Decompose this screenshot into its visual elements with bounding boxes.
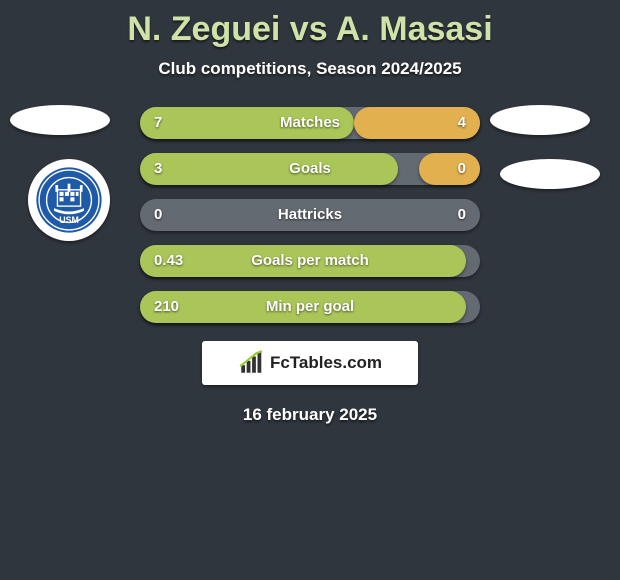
metric-label: Matches (140, 107, 480, 139)
stat-row: 30Goals (140, 153, 480, 185)
stat-row: 00Hattricks (140, 199, 480, 231)
player1-placeholder (10, 105, 110, 135)
club-badge: USM (28, 159, 110, 241)
branding-text: FcTables.com (270, 353, 382, 373)
stat-row: 0.43Goals per match (140, 245, 480, 277)
metric-label: Min per goal (140, 291, 480, 323)
metric-label: Goals per match (140, 245, 480, 277)
metric-label: Hattricks (140, 199, 480, 231)
bar-chart-icon (238, 350, 264, 376)
page-title: N. Zeguei vs A. Masasi (0, 0, 620, 49)
branding-badge[interactable]: FcTables.com (202, 341, 418, 385)
comparison-chart: USM 74Matches 30Goals 00Hattricks 0.43Goals… (0, 107, 620, 323)
subtitle: Club competitions, Season 2024/2025 (0, 59, 620, 79)
svg-text:USM: USM (59, 215, 79, 225)
player2-placeholder-bot (500, 159, 600, 189)
player2-placeholder-top (490, 105, 590, 135)
club-badge-icon: USM (35, 166, 103, 234)
stat-row: 74Matches (140, 107, 480, 139)
date-label: 16 february 2025 (0, 405, 620, 425)
stat-row: 210Min per goal (140, 291, 480, 323)
metric-label: Goals (140, 153, 480, 185)
